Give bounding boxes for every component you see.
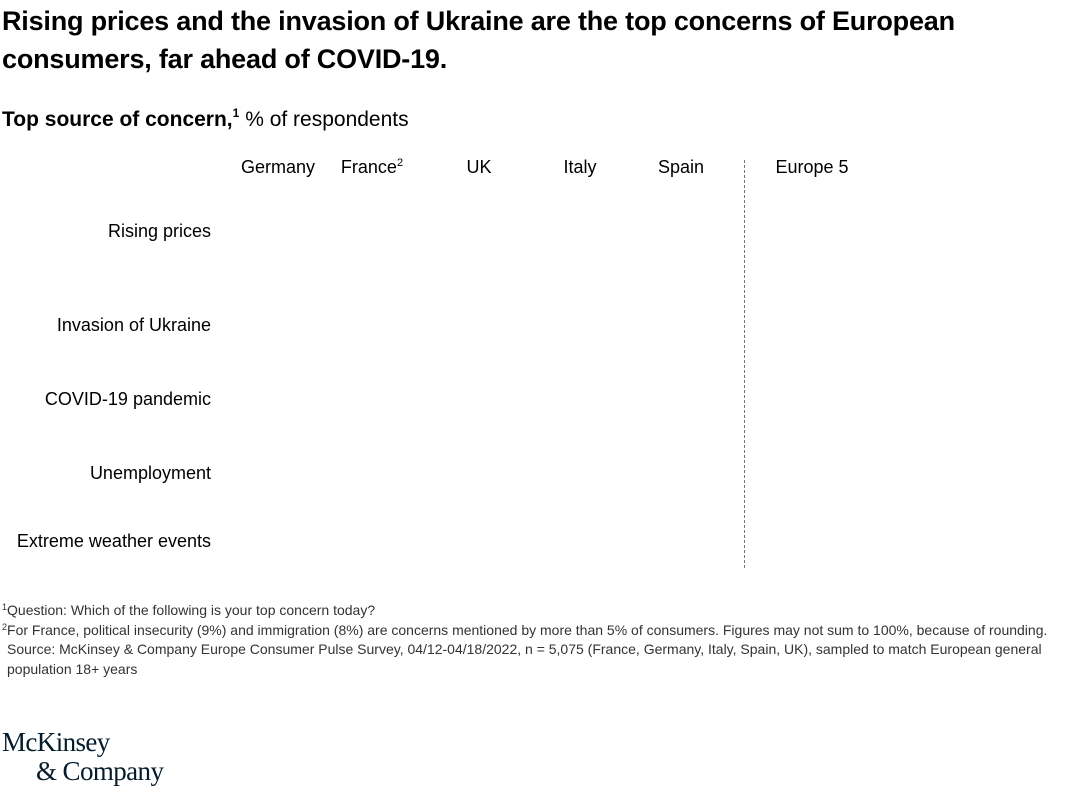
column-header-france: France2 [341,155,403,179]
footnote-1: 1Question: Which of the following is you… [2,601,1062,621]
row-label-extreme-weather-events: Extreme weather events [16,531,211,551]
row-label-invasion-of-ukraine: Invasion of Ukraine [56,315,211,335]
footnote-2: 2For France, political insecurity (9%) a… [2,621,1062,641]
column-header-label: UK [466,157,492,177]
footnote-2-marker: 2 [2,621,8,632]
logo-line-1: McKinsey [2,727,110,757]
row-label-unemployment: Unemployment [89,463,211,483]
row-label-covid-19-pandemic: COVID-19 pandemic [44,389,211,409]
column-header-spain: Spain [658,155,704,179]
column-header-germany: Germany [241,155,315,179]
subtitle-main: Top source of concern, [2,108,233,131]
footnote-1-text: Question: Which of the following is your… [7,602,376,618]
footnote-1-marker: 1 [2,602,8,612]
chart-subtitle: Top source of concern,1 % of respondents [2,106,409,134]
footnotes: 1Question: Which of the following is you… [2,601,1062,679]
europe-divider [744,160,745,568]
source-note: Source: McKinsey & Company Europe Consum… [7,641,1042,677]
mckinsey-logo: McKinsey & Company [2,727,164,786]
column-header-label: Spain [657,157,705,177]
logo-line-2: & Company [36,756,164,786]
subtitle-footnote-marker: 1 [232,106,240,120]
column-header-italy: Italy [563,155,596,179]
column-header-footnote-marker: 2 [396,157,404,169]
subtitle-unit: % of respondents [245,108,409,131]
column-header-europe-5: Europe 5 [775,155,848,179]
column-header-uk: UK [466,155,491,179]
column-header-label: Germany [240,157,316,177]
column-header-label: Italy [563,157,597,177]
chart-title: Rising prices and the invasion of Ukrain… [2,6,955,74]
column-header-label: Europe 5 [775,157,849,177]
footnote-2-text: For France, political insecurity (9%) an… [7,621,1048,638]
row-label-rising-prices: Rising prices [107,221,211,241]
column-header-label: France [340,157,397,177]
